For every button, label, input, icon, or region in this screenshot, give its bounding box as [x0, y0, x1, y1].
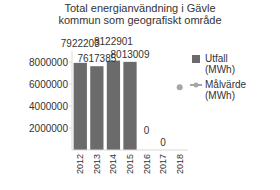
marker	[177, 84, 183, 90]
bar	[123, 62, 136, 150]
x-tick-label: 2017	[158, 154, 168, 174]
y-tick-label: 8000000	[29, 57, 68, 68]
bar	[107, 61, 120, 150]
data-labels: 792220376173858122901801300900	[61, 36, 167, 148]
y-tick	[69, 128, 72, 129]
legend-line: (MWh)	[205, 64, 235, 75]
legend-marker	[194, 83, 199, 88]
y-tick-label: 2000000	[29, 123, 68, 134]
data-label: 0	[160, 137, 166, 148]
legend-swatch	[192, 55, 200, 63]
x-axis	[72, 150, 188, 151]
x-tick-label: 2014	[108, 154, 118, 174]
y-tick	[69, 106, 72, 107]
y-tick-label: 6000000	[29, 79, 68, 90]
data-label: 8013009	[111, 49, 150, 60]
x-tick-label: 2015	[125, 154, 135, 174]
y-tick	[69, 62, 72, 63]
x-tick-label: 2016	[142, 154, 152, 174]
bar	[90, 66, 103, 150]
y-axis	[72, 51, 73, 150]
y-tick-label: 4000000	[29, 101, 68, 112]
data-label: 8122901	[94, 36, 133, 47]
legend: Utfall(MWh)Målvärde(MWh)	[190, 53, 247, 101]
legend-label: Utfall(MWh)	[205, 53, 235, 75]
legend-label: Målvärde(MWh)	[205, 79, 247, 101]
x-tick-label: 2013	[92, 154, 102, 174]
data-label: 0	[144, 125, 150, 136]
legend-line: (MWh)	[205, 90, 235, 101]
title-line: kommun som geografiskt område	[58, 14, 221, 26]
legend-line: Målvärde	[205, 79, 247, 90]
x-tick-label: 2018	[175, 154, 185, 174]
x-tick-label: 2012	[75, 154, 85, 174]
y-tick	[69, 84, 72, 85]
title-line: Total energianvändning i Gävle	[64, 2, 215, 14]
legend-line: Utfall	[205, 53, 228, 64]
plot-area	[74, 61, 183, 150]
chart: Total energianvändning i Gävlekommun som…	[0, 0, 280, 190]
bar	[74, 63, 87, 150]
title: Total energianvändning i Gävlekommun som…	[58, 2, 221, 26]
